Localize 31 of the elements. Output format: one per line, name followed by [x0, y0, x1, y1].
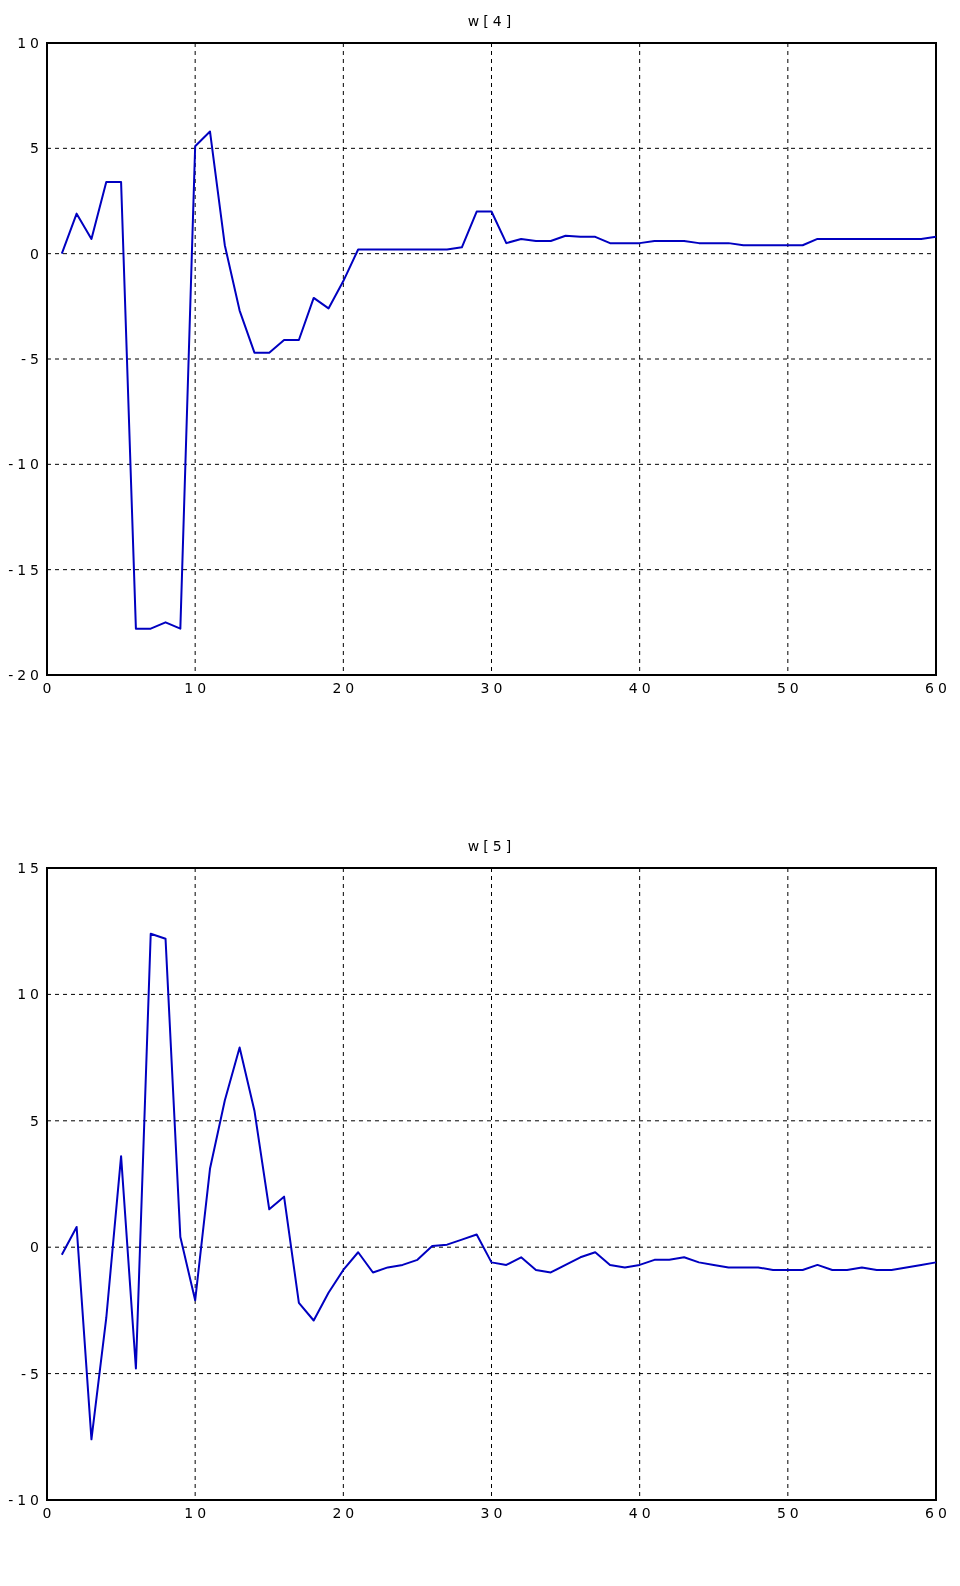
x-tick-label: 20	[332, 1505, 359, 1521]
line-series	[60, 130, 937, 630]
y-tick-label: -10	[8, 1492, 43, 1508]
x-tick-label: 20	[332, 680, 359, 696]
line-series	[60, 932, 937, 1441]
y-tick-label: 0	[30, 1239, 43, 1256]
y-tick-label: 10	[17, 986, 43, 1003]
y-tick-label: -5	[21, 351, 43, 367]
y-tick-label: -10	[8, 456, 43, 473]
x-tick-label: 40	[628, 1505, 655, 1521]
x-tick-label: 10	[184, 1505, 211, 1521]
x-tick-label: 10	[184, 680, 211, 696]
y-tick-label: -15	[8, 561, 43, 578]
y-tick-label: -5	[21, 1365, 43, 1382]
y-tick-label: 10	[17, 35, 43, 51]
x-tick-label: 50	[776, 1505, 803, 1521]
x-tick-label: 40	[628, 680, 655, 696]
x-tick-label: 60	[925, 1505, 951, 1521]
y-tick-label: 0	[30, 245, 43, 262]
y-tick-label: 15	[17, 860, 43, 876]
x-tick-label: 0	[42, 1505, 56, 1521]
x-tick-label: 60	[925, 680, 951, 696]
chart-title: w[4]	[467, 13, 516, 29]
chart-title: w[5]	[467, 838, 516, 854]
x-tick-label: 30	[480, 680, 507, 696]
y-tick-label: -20	[8, 667, 43, 683]
y-tick-label: 5	[30, 1112, 43, 1129]
x-tick-label: 30	[480, 1505, 507, 1521]
x-tick-label: 0	[42, 680, 56, 696]
y-tick-label: 5	[30, 140, 43, 157]
x-tick-label: 50	[776, 680, 803, 696]
